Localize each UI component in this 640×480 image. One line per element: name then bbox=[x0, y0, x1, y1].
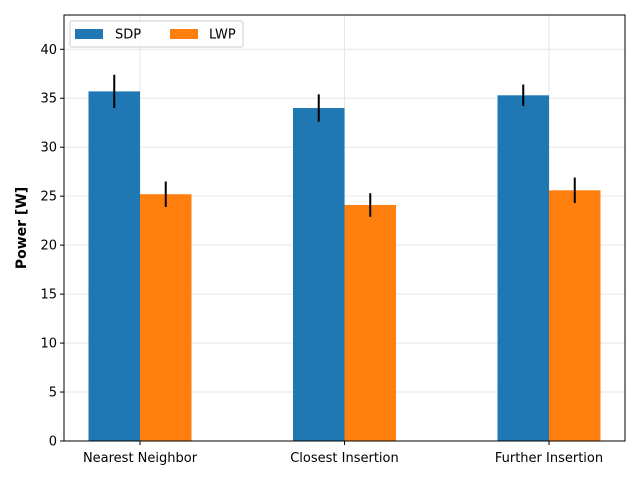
y-tick-label: 15 bbox=[40, 288, 57, 303]
bar-lwp bbox=[344, 204, 396, 441]
y-tick-label: 40 bbox=[40, 43, 57, 58]
error-bars bbox=[113, 74, 576, 217]
x-tick-label: Nearest Neighbor bbox=[83, 451, 198, 466]
y-tick-label: 30 bbox=[40, 141, 57, 156]
bar-lwp bbox=[549, 190, 601, 441]
legend-box bbox=[69, 20, 244, 48]
x-tick-label: Further Insertion bbox=[495, 451, 603, 466]
y-tick-label: 5 bbox=[49, 386, 57, 401]
y-tick-label: 20 bbox=[40, 239, 57, 254]
y-tick-label: 10 bbox=[40, 337, 57, 352]
y-tick-label: 35 bbox=[40, 92, 57, 107]
legend-swatch-lwp bbox=[170, 29, 198, 39]
bar-sdp bbox=[88, 91, 140, 442]
bar-sdp bbox=[293, 108, 345, 441]
legend-label-lwp: LWP bbox=[209, 28, 236, 43]
y-axis-title: Power [W] bbox=[14, 187, 30, 269]
legend-label-sdp: SDP bbox=[115, 28, 141, 43]
bars bbox=[88, 91, 601, 442]
y-tick-label: 0 bbox=[49, 435, 57, 450]
bar-lwp bbox=[140, 194, 192, 441]
y-axis-ticks: 0 5 10 15 20 25 30 35 40 bbox=[40, 43, 64, 450]
legend-swatch-sdp bbox=[75, 29, 103, 39]
x-tick-label: Closest Insertion bbox=[290, 451, 399, 466]
legend: SDP LWP bbox=[69, 20, 244, 48]
y-tick-label: 25 bbox=[40, 190, 57, 205]
x-axis-ticks: Nearest Neighbor Closest Insertion Further… bbox=[83, 441, 603, 466]
bar-sdp bbox=[497, 95, 549, 441]
